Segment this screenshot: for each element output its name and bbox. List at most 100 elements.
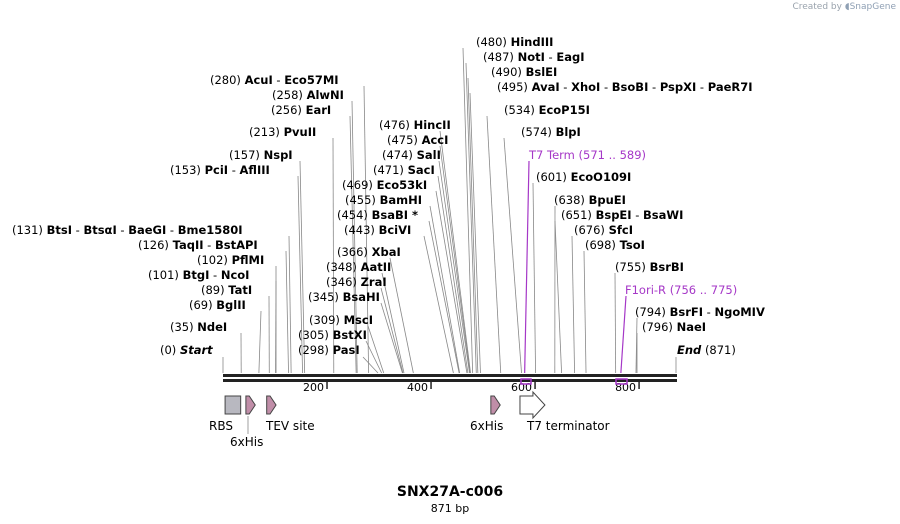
site-position: (455) (345, 193, 376, 207)
site-label-bsahi: (345) BsaHI (308, 290, 380, 304)
sequence-name: SNX27A-c006 (396, 484, 504, 500)
site-name: NotI (518, 50, 545, 64)
site-leader-pcii (297, 175, 303, 374)
site-leader-xbai (389, 257, 414, 374)
site-name: BsoBI (612, 80, 649, 94)
site-position: (651) (561, 208, 592, 222)
site-label-sali: (474) SalI (382, 148, 441, 162)
site-name: BamHI (380, 193, 422, 207)
site-label-end: End (871) (677, 343, 736, 357)
site-label-bslei: (490) BslEI (491, 65, 557, 79)
site-name: AvaI (532, 80, 560, 94)
scale-tick-label: 800 (615, 381, 636, 394)
site-leader-bsabi (428, 220, 460, 374)
site-name: BsrFI (670, 305, 703, 319)
site-leader-bsahi (380, 302, 403, 374)
site-label-eco53ki: (469) Eco53kI (342, 178, 427, 192)
site-leader-t7-term (524, 160, 530, 374)
site-position: (0) (160, 343, 176, 357)
scale-ticks: 200 400 600 800 (303, 381, 640, 394)
site-leader-aatii (381, 272, 405, 374)
site-leader-acci (439, 145, 471, 374)
site-name: MscI (344, 313, 373, 327)
site-name: BsrBI (650, 260, 684, 274)
site-label-acui: (280) AcuI - Eco57MI (210, 73, 339, 87)
site-label-f1ori-r: F1ori-R (756 .. 775) (625, 283, 737, 297)
site-name: HindIII (511, 35, 554, 49)
site-label-hindiii: (480) HindIII (476, 35, 553, 49)
feature-label-t7-terminator: T7 terminator (526, 419, 610, 433)
site-leader-ecoo109i (532, 182, 536, 374)
site-leader-ecop15i (486, 115, 502, 374)
site-position: (101) (148, 268, 179, 282)
site-label-eari: (256) EarI (271, 103, 331, 117)
site-position: (346) (326, 275, 357, 289)
site-name: EagI (556, 50, 584, 64)
site-name: HincII (414, 118, 451, 132)
site-leader-blpi (503, 137, 522, 374)
site-position: (487) (483, 50, 514, 64)
site-leader-hindiii (462, 47, 474, 374)
site-position: (495) (497, 80, 528, 94)
site-name: NdeI (197, 320, 227, 334)
site-position: (534) (504, 103, 535, 117)
site-label-nspi: (157) NspI (229, 148, 293, 162)
site-label-start: (0) Start (160, 343, 213, 357)
site-position: (601) (536, 170, 567, 184)
site-label-t7-term: T7 Term (571 .. 589) (528, 148, 646, 162)
site-name: BaeGI (128, 223, 166, 237)
site-name: AflIII (240, 163, 270, 177)
site-name: BstAPI (215, 238, 258, 252)
site-name: Eco57MI (284, 73, 338, 87)
site-name: PflMI (232, 253, 265, 267)
site-name: TaqII (173, 238, 204, 252)
site-leader-f1ori-r (620, 295, 627, 374)
site-leader-bsrfi (635, 317, 638, 374)
site-position: (345) (308, 290, 339, 304)
site-name: F1ori-R (625, 283, 666, 297)
backbone (223, 374, 677, 382)
site-label-sfci: (676) SfcI (574, 223, 633, 237)
site-name: BglII (216, 298, 246, 312)
snapgene-logo-icon: ◖ (844, 2, 850, 12)
site-label-ecop15i: (534) EcoP15I (504, 103, 590, 117)
site-label-pvuii: (213) PvuII (249, 125, 316, 139)
site-name: EcoP15I (539, 103, 590, 117)
feature-label-6xhis: 6xHis (470, 419, 503, 433)
site-position: (638) (554, 193, 585, 207)
site-position: (698) (585, 238, 616, 252)
watermark-brand: SnapGene (849, 2, 896, 12)
site-leader-sali (438, 160, 470, 374)
site-position: (309) (309, 313, 340, 327)
site-label-tsoi: (698) TsoI (585, 238, 645, 252)
feature-label-6xhis: 6xHis (230, 435, 263, 449)
site-position: (443) (344, 223, 375, 237)
scale-tick-label: 400 (407, 381, 428, 394)
site-leader-sfci (571, 235, 575, 374)
site-position: (298) (298, 343, 329, 357)
site-label-ecoo109i: (601) EcoO109I (536, 170, 631, 184)
site-position: (366) (337, 245, 368, 259)
site-leader-bamhi (429, 205, 461, 374)
site-leader-acui (363, 85, 370, 374)
site-name: BsaWI (643, 208, 683, 222)
feature-6xhis-3 (490, 395, 501, 415)
site-name: NgoMIV (714, 305, 764, 319)
site-leader-pvuii (332, 137, 335, 374)
primer-bar (615, 378, 628, 385)
site-leader-nspi (299, 160, 306, 374)
backbone-top-strand (223, 374, 677, 377)
site-label-bamhi: (455) BamHI (345, 193, 422, 207)
site-name: EcoO109I (571, 170, 632, 184)
site-position: (490) (491, 65, 522, 79)
site-label-btgi: (101) BtgI - NcoI (148, 268, 249, 282)
site-label-bsrfi: (794) BsrFI - NgoMIV (635, 305, 765, 319)
site-leaders (222, 47, 677, 374)
site-name: PasI (333, 343, 360, 357)
site-name: ZraI (361, 275, 387, 289)
site-name: NaeI (677, 320, 706, 334)
site-leader-eari (349, 115, 357, 374)
site-name: SalI (417, 148, 441, 162)
feature-rbs-0 (224, 395, 242, 415)
site-name: SfcI (609, 223, 633, 237)
